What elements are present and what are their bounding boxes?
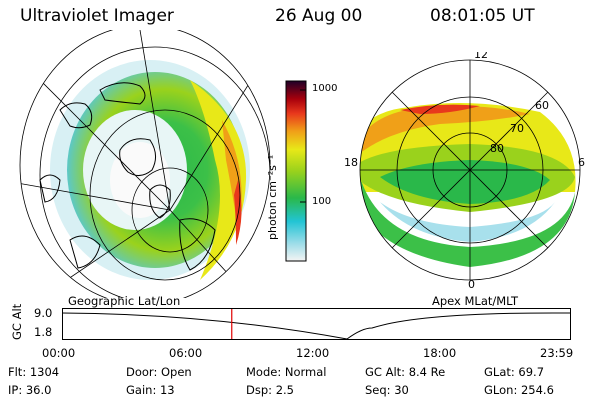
- altitude-plot: [62, 308, 572, 340]
- magnetic-caption: Apex MLat/MLT: [432, 294, 519, 308]
- xtick-2359: 23:59: [540, 346, 574, 360]
- info-seq: Seq: 30: [365, 383, 409, 397]
- observation-time: 08:01:05 UT: [430, 6, 535, 26]
- colorbar-tick-100: 100: [312, 196, 332, 207]
- info-door: Door: Open: [126, 365, 192, 379]
- xtick-1200: 12:00: [296, 346, 330, 360]
- info-glon: GLon: 254.6: [484, 383, 554, 397]
- info-gc-alt: GC Alt: 8.4 Re: [365, 365, 446, 379]
- colorbar-tick-1000: 1000: [312, 83, 338, 94]
- info-mode: Mode: Normal: [246, 365, 327, 379]
- xtick-0600: 06:00: [169, 346, 203, 360]
- geographic-auroral-image: [19, 30, 271, 298]
- altitude-ytick-min: 1.8: [34, 325, 53, 339]
- info-glat: GLat: 69.7: [484, 365, 545, 379]
- mlt-label-6: 6: [578, 156, 585, 169]
- info-flt: Flt: 1304: [8, 365, 60, 379]
- colorbar: [285, 80, 307, 262]
- mlt-label-18: 18: [344, 156, 358, 169]
- info-dsp: Dsp: 2.5: [246, 383, 294, 397]
- instrument-title: Ultraviolet Imager: [20, 6, 174, 26]
- xtick-1800: 18:00: [423, 346, 457, 360]
- altitude-ytick-max: 9.0: [34, 306, 53, 320]
- mlat-label-70: 70: [510, 122, 524, 135]
- info-gain: Gain: 13: [126, 383, 175, 397]
- mlt-label-0: 0: [468, 278, 475, 291]
- observation-date: 26 Aug 00: [275, 6, 363, 26]
- mlt-label-12: 12: [474, 52, 488, 61]
- info-ip: IP: 36.0: [8, 383, 52, 397]
- altitude-ylabel: GC Alt: [10, 303, 24, 340]
- mlat-label-60: 60: [535, 99, 549, 112]
- magnetic-polar-image: 12 18 6 0 60 70 80: [344, 52, 585, 291]
- mlat-label-80: 80: [490, 142, 504, 155]
- colorbar-unit-label: photon cm⁻²s⁻¹: [266, 154, 279, 240]
- geographic-caption: Geographic Lat/Lon: [68, 294, 181, 308]
- xtick-0000: 00:00: [42, 346, 76, 360]
